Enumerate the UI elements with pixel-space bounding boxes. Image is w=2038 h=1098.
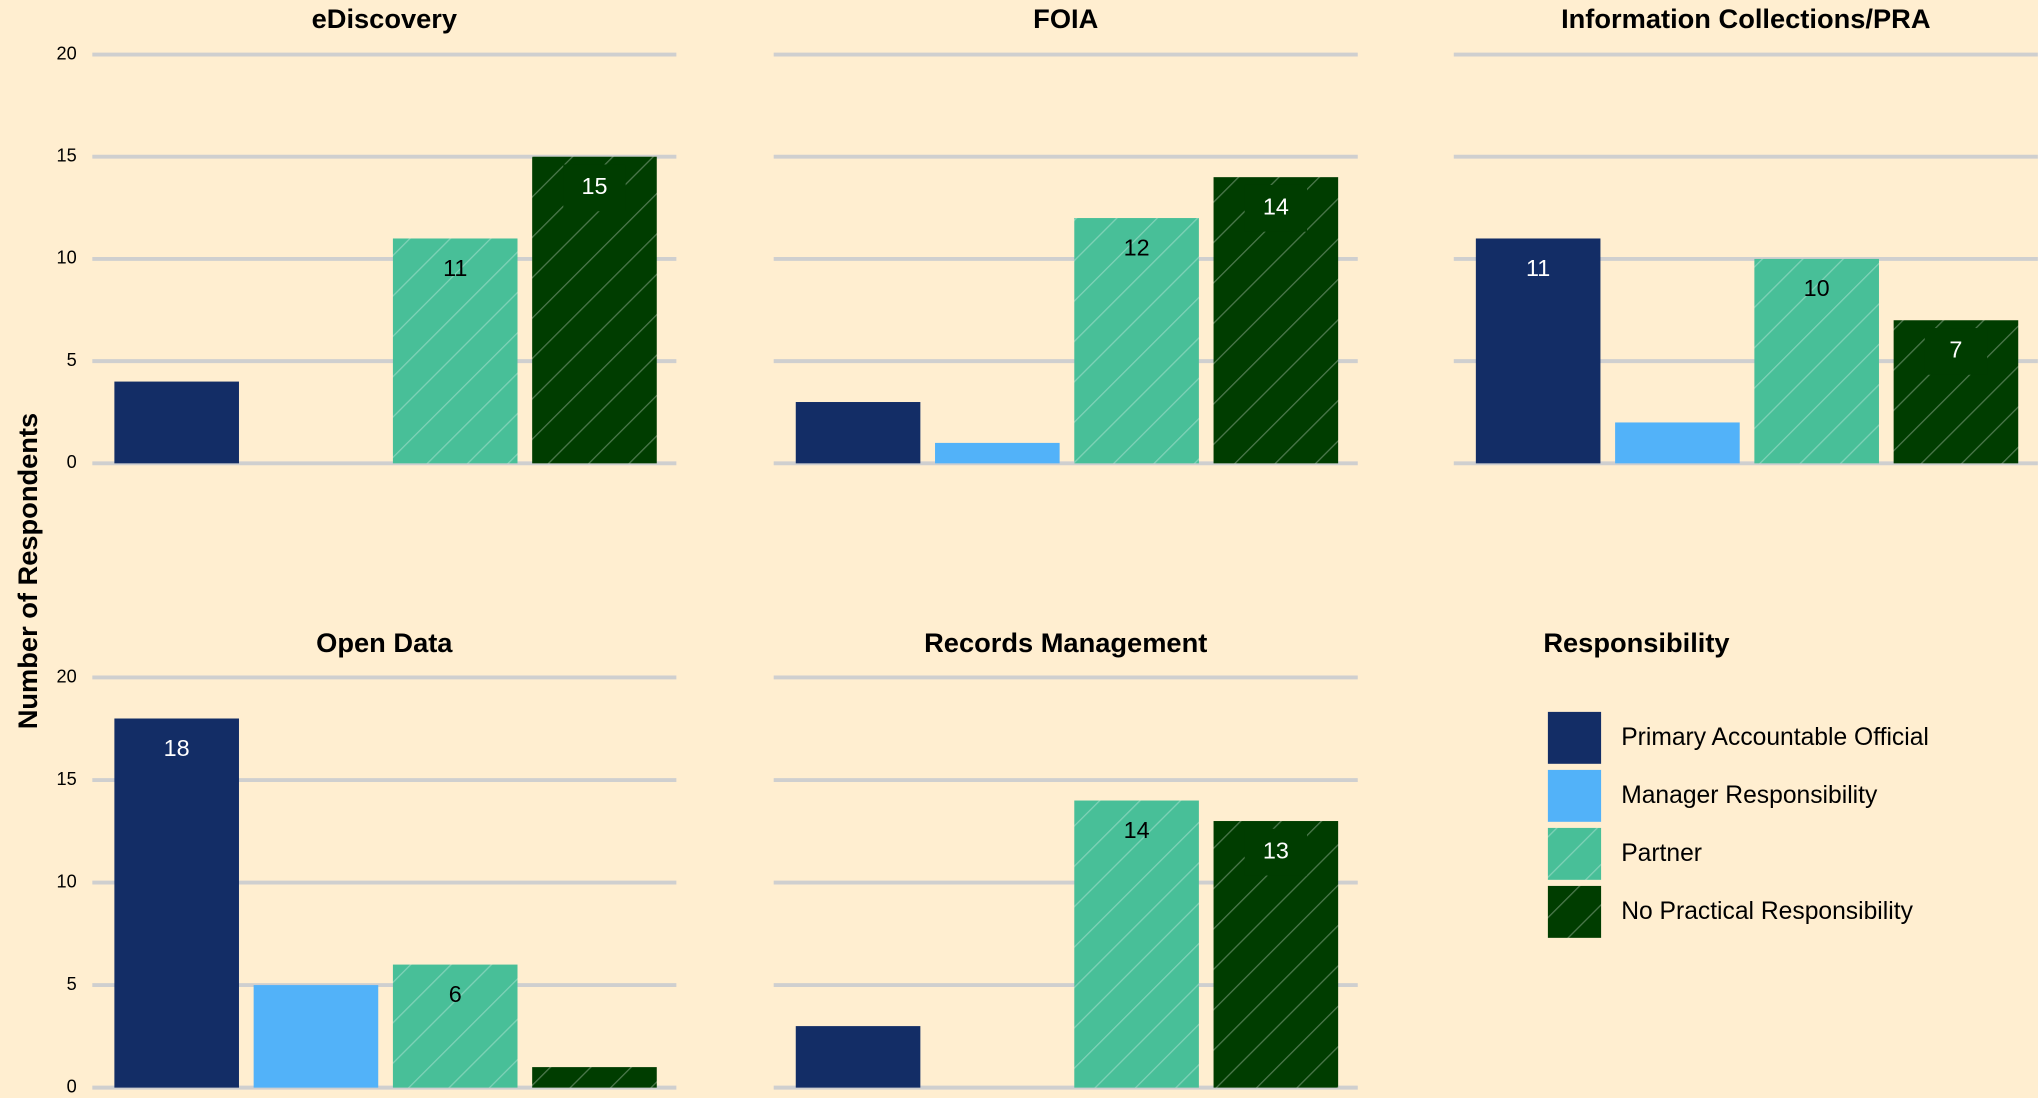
bar (253, 985, 379, 1088)
value-label: 18 (164, 735, 190, 761)
bar (392, 238, 518, 464)
value-label: 14 (1263, 193, 1289, 219)
value-label: 14 (1124, 817, 1150, 843)
bar (392, 964, 518, 1088)
value-label-box (1244, 184, 1307, 232)
legend-swatch (1546, 710, 1603, 766)
legend-label: No Practical Responsibility (1621, 898, 1913, 925)
y-tick-label: 5 (67, 350, 77, 370)
y-tick-label: 10 (57, 871, 77, 891)
panel-title: eDiscovery (312, 3, 458, 34)
y-tick-label: 20 (57, 666, 77, 686)
value-label: 11 (1526, 255, 1550, 281)
legend-label: Manager Responsibility (1621, 782, 1878, 809)
legend-swatch (1546, 768, 1603, 824)
legend-label: Partner (1621, 840, 1702, 867)
bar (935, 442, 1060, 464)
legend-label: Primary Accountable Official (1621, 724, 1929, 751)
value-label: 11 (443, 255, 467, 281)
y-tick-label: 20 (57, 43, 77, 63)
value-label: 6 (449, 981, 462, 1007)
panel-title: Information Collections/PRA (1561, 3, 1930, 34)
bar (1754, 258, 1879, 464)
bar (795, 402, 921, 464)
y-tick-label: 15 (57, 769, 77, 789)
y-tick-label: 15 (57, 146, 77, 166)
value-label: 10 (1804, 275, 1830, 301)
bar (1475, 238, 1601, 464)
legend-swatch (1546, 884, 1603, 940)
y-tick-label: 5 (67, 974, 77, 994)
y-tick-label: 10 (57, 248, 77, 268)
bar (1074, 800, 1199, 1088)
panel-title: Records Management (924, 627, 1207, 658)
bar (532, 1067, 657, 1088)
bar (1074, 218, 1199, 464)
bar (1615, 422, 1740, 464)
bar (795, 1026, 921, 1088)
value-label-box (1244, 828, 1307, 876)
legend-title: Responsibility (1543, 627, 1730, 658)
value-label: 12 (1124, 234, 1150, 260)
bar (114, 381, 239, 464)
y-tick-label: 0 (67, 1076, 77, 1096)
value-label: 15 (581, 173, 607, 199)
bar (114, 718, 239, 1088)
y-axis-label: Number of Respondents (12, 413, 43, 729)
value-label: 7 (1949, 337, 1962, 363)
legend-swatch (1546, 826, 1603, 882)
value-label-box (563, 164, 626, 212)
y-tick-label: 0 (67, 452, 77, 472)
panel-title: FOIA (1033, 3, 1098, 34)
panel-title: Open Data (316, 627, 453, 658)
value-label: 13 (1263, 837, 1289, 863)
value-label-box (1924, 328, 1988, 375)
